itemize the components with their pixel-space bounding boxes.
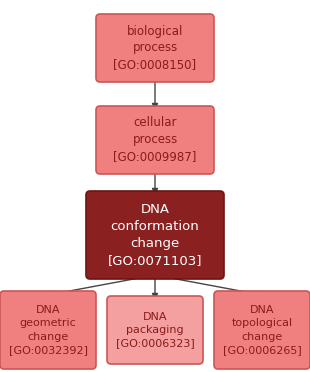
FancyBboxPatch shape	[107, 296, 203, 364]
Text: DNA
conformation
change
[GO:0071103]: DNA conformation change [GO:0071103]	[108, 203, 202, 267]
FancyBboxPatch shape	[86, 191, 224, 279]
Text: biological
process
[GO:0008150]: biological process [GO:0008150]	[113, 25, 197, 71]
FancyBboxPatch shape	[96, 14, 214, 82]
Text: cellular
process
[GO:0009987]: cellular process [GO:0009987]	[113, 116, 197, 164]
FancyBboxPatch shape	[0, 291, 96, 369]
FancyBboxPatch shape	[214, 291, 310, 369]
Text: DNA
topological
change
[GO:0006265]: DNA topological change [GO:0006265]	[223, 305, 301, 355]
Text: DNA
geometric
change
[GO:0032392]: DNA geometric change [GO:0032392]	[8, 305, 87, 355]
Text: DNA
packaging
[GO:0006323]: DNA packaging [GO:0006323]	[116, 312, 194, 348]
FancyBboxPatch shape	[96, 106, 214, 174]
